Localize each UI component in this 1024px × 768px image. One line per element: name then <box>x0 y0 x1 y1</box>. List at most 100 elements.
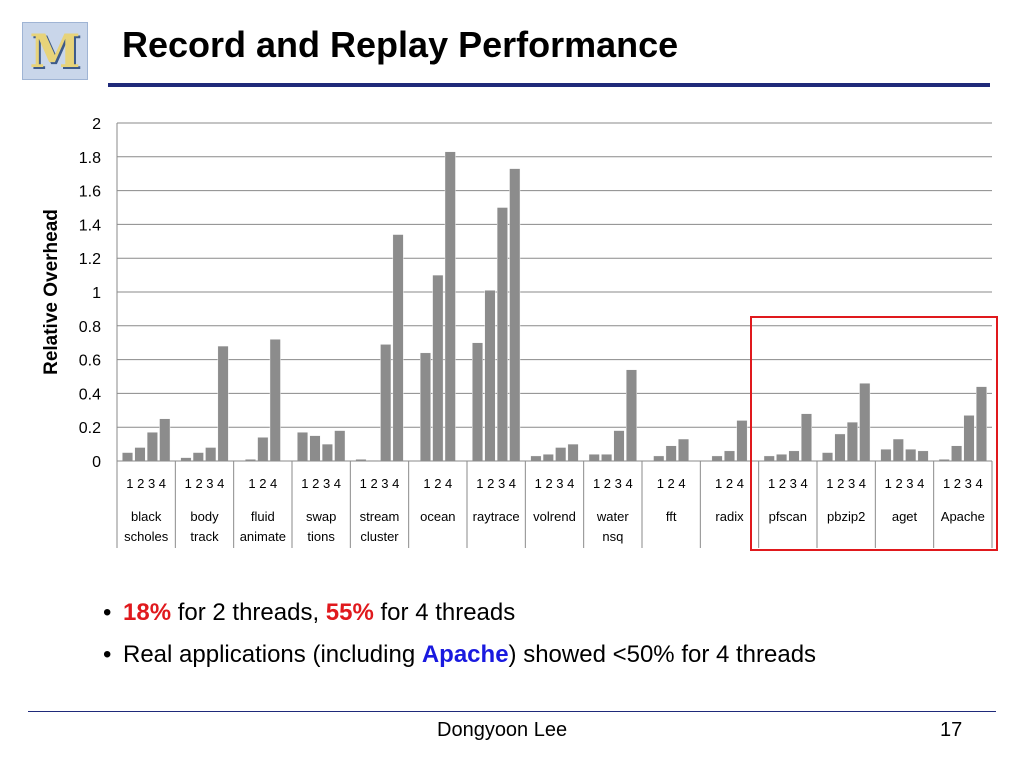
benchmark-label: animate <box>240 529 286 544</box>
bar <box>159 418 171 462</box>
benchmark-label: pfscan <box>769 509 807 524</box>
benchmark-label: nsq <box>602 529 623 544</box>
bar <box>334 430 346 462</box>
bar <box>653 455 665 462</box>
thread-count-label: 1 2 3 4 <box>185 476 225 491</box>
logo-letter: M <box>29 24 81 78</box>
bullet-text: Real applications (including <box>123 641 422 668</box>
thread-count-label: 1 2 3 4 <box>360 476 400 491</box>
bar <box>665 445 677 462</box>
y-tick-label: 1.6 <box>79 184 101 201</box>
thread-count-label: 1 2 4 <box>715 476 744 491</box>
bar <box>724 450 735 462</box>
bar <box>269 339 281 462</box>
thread-count-label: 1 2 3 4 <box>885 476 925 491</box>
benchmark-label: Apache <box>941 509 985 524</box>
benchmark-label: scholes <box>124 529 169 544</box>
real-applications-highlight-box <box>750 316 998 551</box>
benchmark-label: aget <box>892 509 918 524</box>
bullet-text: 55% <box>325 599 374 626</box>
thread-count-label: 1 2 3 4 <box>768 476 808 491</box>
bar <box>736 420 748 462</box>
bar <box>601 454 613 462</box>
bar <box>257 437 269 462</box>
benchmark-label: volrend <box>533 509 576 524</box>
bar <box>444 151 456 462</box>
page-number: 17 <box>940 719 963 741</box>
bullet-text: ) showed <50% for 4 threads <box>508 641 817 668</box>
y-tick-label: 0 <box>92 454 101 471</box>
bar <box>392 234 404 462</box>
thread-count-label: 1 2 3 4 <box>535 476 575 491</box>
benchmark-label: track <box>190 529 219 544</box>
bar <box>588 454 600 462</box>
bar <box>192 452 204 462</box>
bar <box>205 447 217 462</box>
y-tick-label: 1.4 <box>79 217 101 234</box>
bullet-text: 18% <box>123 599 172 626</box>
y-axis-label: Relative Overhead <box>41 209 62 375</box>
bar <box>134 447 146 462</box>
bar <box>625 369 637 462</box>
benchmark-label: tions <box>307 529 335 544</box>
benchmark-label: body <box>190 509 219 524</box>
bullet-dot-icon: • <box>103 641 112 668</box>
y-tick-label: 1.8 <box>79 150 101 167</box>
thread-count-label: 1 2 4 <box>423 476 452 491</box>
benchmark-label: water <box>596 509 629 524</box>
thread-count-label: 1 2 3 4 <box>593 476 633 491</box>
thread-count-label: 1 2 4 <box>248 476 277 491</box>
bar <box>678 438 690 462</box>
bar <box>419 352 431 462</box>
benchmark-label: stream <box>360 509 400 524</box>
thread-count-label: 1 2 3 4 <box>301 476 341 491</box>
bar <box>217 345 229 462</box>
bullet-text: Apache <box>421 641 509 668</box>
thread-count-label: 1 2 4 <box>657 476 686 491</box>
bar <box>297 432 309 462</box>
slide-title: Record and Replay Performance <box>122 24 679 65</box>
benchmark-label: pbzip2 <box>827 509 865 524</box>
y-tick-label: 1 <box>92 285 101 302</box>
y-tick-label: 2 <box>92 116 101 133</box>
benchmark-label: black <box>131 509 162 524</box>
bar <box>496 207 508 462</box>
benchmark-label: fft <box>666 509 677 524</box>
bar <box>472 342 484 462</box>
benchmark-label: cluster <box>360 529 399 544</box>
bar <box>567 443 579 462</box>
bar <box>530 455 542 462</box>
title-underline <box>108 83 990 87</box>
y-tick-label: 0.6 <box>79 353 101 370</box>
y-tick-label: 0.8 <box>79 319 101 336</box>
bar <box>509 168 521 462</box>
thread-count-label: 1 2 3 4 <box>943 476 983 491</box>
bar <box>380 344 392 462</box>
bullet-text: for 2 threads, <box>171 599 326 626</box>
bar <box>542 454 554 462</box>
bar <box>321 443 333 462</box>
footer-author: Dongyoon Lee <box>437 719 568 741</box>
benchmark-label: raytrace <box>473 509 520 524</box>
bar <box>146 432 158 462</box>
thread-count-label: 1 2 3 4 <box>126 476 166 491</box>
bullet-dot-icon: • <box>103 599 112 626</box>
y-tick-label: 0.2 <box>79 420 101 437</box>
benchmark-label: swap <box>306 509 336 524</box>
bar <box>613 430 625 462</box>
bullet-item: • 18% for 2 threads, 55% for 4 threads <box>103 592 816 634</box>
benchmark-label: radix <box>715 509 744 524</box>
y-tick-label: 0.4 <box>79 386 101 403</box>
bar <box>122 452 134 462</box>
bullet-item: • Real applications (including Apache) sh… <box>103 634 816 676</box>
bar <box>484 290 496 462</box>
university-logo: M <box>22 22 88 80</box>
benchmark-label: ocean <box>420 509 455 524</box>
benchmark-label: fluid <box>251 509 275 524</box>
bullet-text: for 4 threads <box>373 599 516 626</box>
thread-count-label: 1 2 3 4 <box>826 476 866 491</box>
overhead-bar-chart: 0 0.2 0.4 0.6 0.8 1 1.2 1.4 1.6 1.8 2 Relative Over… <box>41 116 993 548</box>
bar <box>180 457 192 462</box>
y-tick-label: 1.2 <box>79 251 101 268</box>
thread-count-label: 1 2 3 4 <box>476 476 516 491</box>
